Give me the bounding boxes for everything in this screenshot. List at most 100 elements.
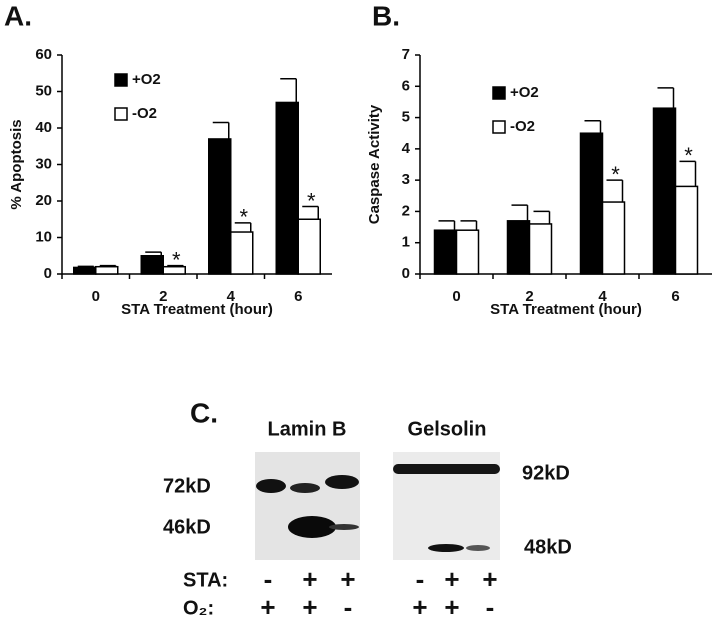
bar [95, 265, 119, 275]
blot-band [393, 464, 500, 474]
error-bar [533, 210, 551, 224]
x-tick-label: 2 [525, 288, 533, 305]
panel-label: B. [372, 0, 400, 31]
error-bar [657, 87, 675, 109]
error-bar [438, 220, 456, 231]
y-tick-label: 20 [35, 192, 52, 209]
significance-mark: * [307, 188, 316, 213]
panel-c: C. Lamin B Gelsolin 72kD 46kD 92kD 48kD [163, 397, 572, 560]
y-tick-label: 50 [35, 82, 52, 99]
error-bar [280, 77, 297, 103]
bar [275, 101, 299, 275]
row-label: O₂: [183, 597, 214, 619]
bar [601, 201, 626, 275]
blot [255, 452, 360, 560]
blot-band [290, 483, 320, 493]
panel-label: C. [190, 397, 218, 428]
x-tick-label: 6 [671, 288, 679, 305]
y-tick-label: 5 [402, 109, 410, 126]
bar [455, 229, 480, 275]
bar [297, 218, 321, 275]
blot-band [256, 479, 286, 493]
x-tick-label: 6 [294, 288, 302, 305]
bar [230, 231, 254, 275]
x-axis-label: STA Treatment (hour) [490, 301, 642, 318]
y-tick-label: 2 [402, 202, 410, 219]
y-tick-label: 4 [402, 140, 411, 157]
error-bar [606, 179, 624, 203]
x-tick-label: 4 [227, 288, 236, 305]
bar [73, 266, 97, 275]
row-label: STA: [183, 569, 228, 591]
legend-swatch [492, 120, 506, 134]
band-label: 46kD [163, 516, 211, 538]
treatment-sign: + [260, 592, 275, 622]
error-bar [212, 121, 230, 139]
panel-label: A. [4, 0, 32, 31]
band-label: 72kD [163, 475, 211, 497]
x-axis-label: STA Treatment (hour) [121, 301, 273, 318]
bar [528, 223, 553, 275]
legend-swatch [492, 86, 506, 100]
blot-band [466, 545, 490, 551]
bar [433, 229, 458, 275]
treatment-sign: + [412, 592, 427, 622]
legend-label: +O2 [132, 71, 161, 88]
band-label: 92kD [522, 462, 570, 484]
treatment-sign: + [302, 592, 317, 622]
error-bar [302, 205, 319, 220]
significance-mark: * [239, 205, 248, 230]
blot-title: Lamin B [268, 418, 347, 440]
error-bar [460, 220, 478, 231]
bar [674, 185, 699, 275]
treatment-sign: - [264, 564, 273, 594]
y-tick-label: 60 [35, 46, 52, 63]
y-tick-label: 7 [402, 46, 410, 63]
x-tick-label: 2 [159, 288, 167, 305]
y-tick-label: 0 [44, 265, 52, 282]
error-bar [679, 160, 697, 187]
blot-title: Gelsolin [408, 418, 487, 440]
bar [140, 255, 164, 275]
error-bar [511, 204, 529, 221]
error-bar [99, 264, 117, 267]
significance-mark: * [172, 247, 181, 272]
bar [162, 265, 186, 275]
treatment-sign: - [486, 592, 495, 622]
blot-band [329, 524, 359, 530]
bar [579, 132, 604, 275]
bar [208, 138, 232, 275]
significance-mark: * [684, 143, 693, 168]
legend-label: +O2 [510, 84, 539, 101]
treatment-sign: + [340, 564, 355, 594]
y-tick-label: 1 [402, 234, 410, 251]
legend-swatch [114, 107, 128, 121]
error-bar [145, 251, 162, 256]
treatment-sign: + [302, 564, 317, 594]
blot-band [325, 475, 359, 489]
y-axis-label: Caspase Activity [366, 104, 383, 224]
band-label: 48kD [524, 536, 572, 558]
blot-band [428, 544, 464, 552]
significance-mark: * [611, 162, 620, 187]
x-tick-label: 4 [598, 288, 607, 305]
y-tick-label: 6 [402, 77, 410, 94]
error-bar [167, 264, 184, 267]
treatment-sign: + [444, 592, 459, 622]
y-tick-label: 0 [402, 265, 410, 282]
y-tick-label: 40 [35, 119, 52, 136]
treatment-sign: - [344, 592, 353, 622]
blot-band [288, 516, 336, 538]
error-bar [584, 119, 602, 134]
y-tick-label: 3 [402, 171, 410, 188]
treatment-sign: - [416, 564, 425, 594]
x-tick-label: 0 [92, 288, 100, 305]
y-tick-label: 30 [35, 155, 52, 172]
legend-label: -O2 [132, 105, 157, 122]
bar [652, 107, 677, 275]
error-bar [77, 265, 95, 268]
y-tick-label: 10 [35, 228, 52, 245]
bar [506, 220, 531, 275]
legend-swatch [114, 73, 128, 87]
